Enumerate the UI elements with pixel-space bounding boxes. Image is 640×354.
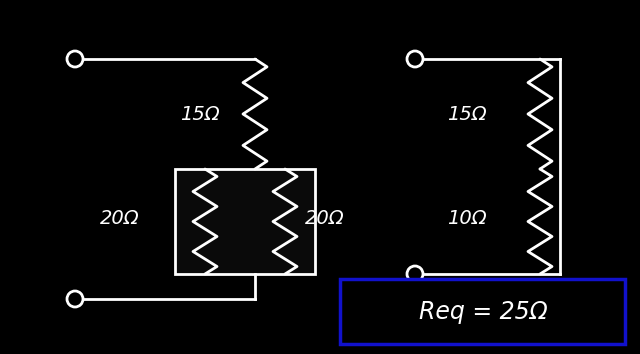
Bar <box>175 169 315 274</box>
Text: 10Ω: 10Ω <box>447 210 487 228</box>
Text: 15Ω: 15Ω <box>447 104 487 124</box>
Text: 15Ω: 15Ω <box>180 104 220 124</box>
Text: 20Ω: 20Ω <box>100 210 140 228</box>
Text: Req = 25Ω: Req = 25Ω <box>419 300 547 324</box>
Bar <box>340 279 625 344</box>
Text: 20Ω: 20Ω <box>305 210 344 228</box>
